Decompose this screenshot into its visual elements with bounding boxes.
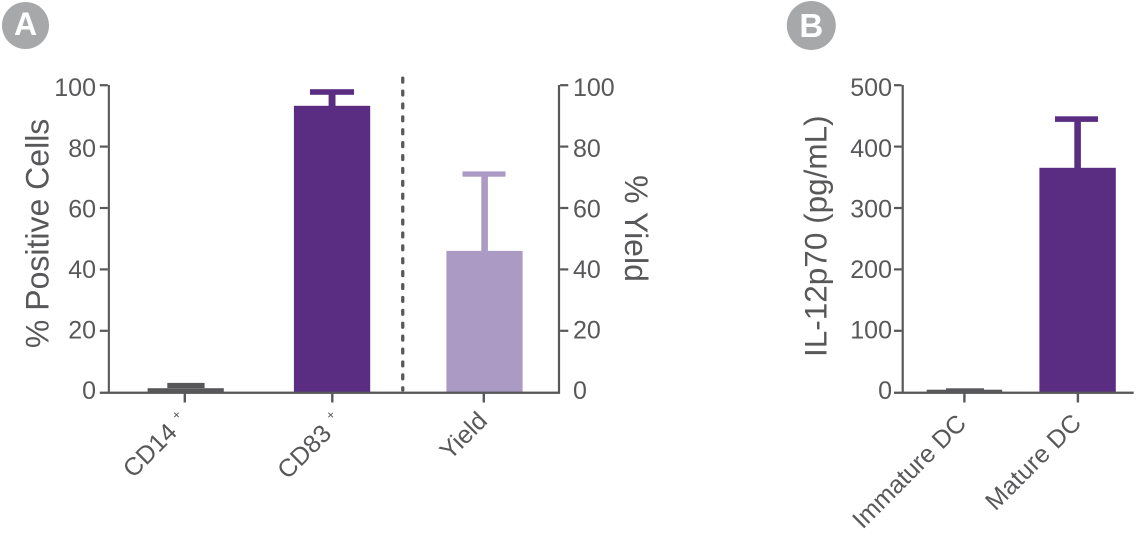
svg-text:0: 0	[573, 377, 587, 405]
svg-text:40: 40	[68, 256, 96, 284]
svg-text:100: 100	[54, 74, 96, 102]
svg-text:0: 0	[82, 377, 96, 405]
svg-text:20: 20	[573, 317, 601, 345]
svg-text:IL-12p70 (pg/mL): IL-12p70 (pg/mL)	[798, 115, 834, 357]
svg-text:500: 500	[850, 74, 892, 102]
svg-text:60: 60	[573, 195, 601, 223]
svg-text:% Yield: % Yield	[618, 175, 654, 282]
svg-text:300: 300	[850, 195, 892, 223]
svg-text:100: 100	[573, 74, 615, 102]
svg-text:60: 60	[68, 195, 96, 223]
svg-text:A: A	[14, 6, 37, 42]
svg-text:400: 400	[850, 135, 892, 163]
svg-text:40: 40	[573, 256, 601, 284]
svg-text:80: 80	[68, 135, 96, 163]
svg-text:200: 200	[850, 256, 892, 284]
svg-text:80: 80	[573, 135, 601, 163]
svg-text:20: 20	[68, 317, 96, 345]
svg-text:0: 0	[878, 377, 892, 405]
svg-text:100: 100	[850, 317, 892, 345]
svg-text:B: B	[799, 7, 823, 44]
svg-text:% Positive Cells: % Positive Cells	[20, 119, 56, 348]
